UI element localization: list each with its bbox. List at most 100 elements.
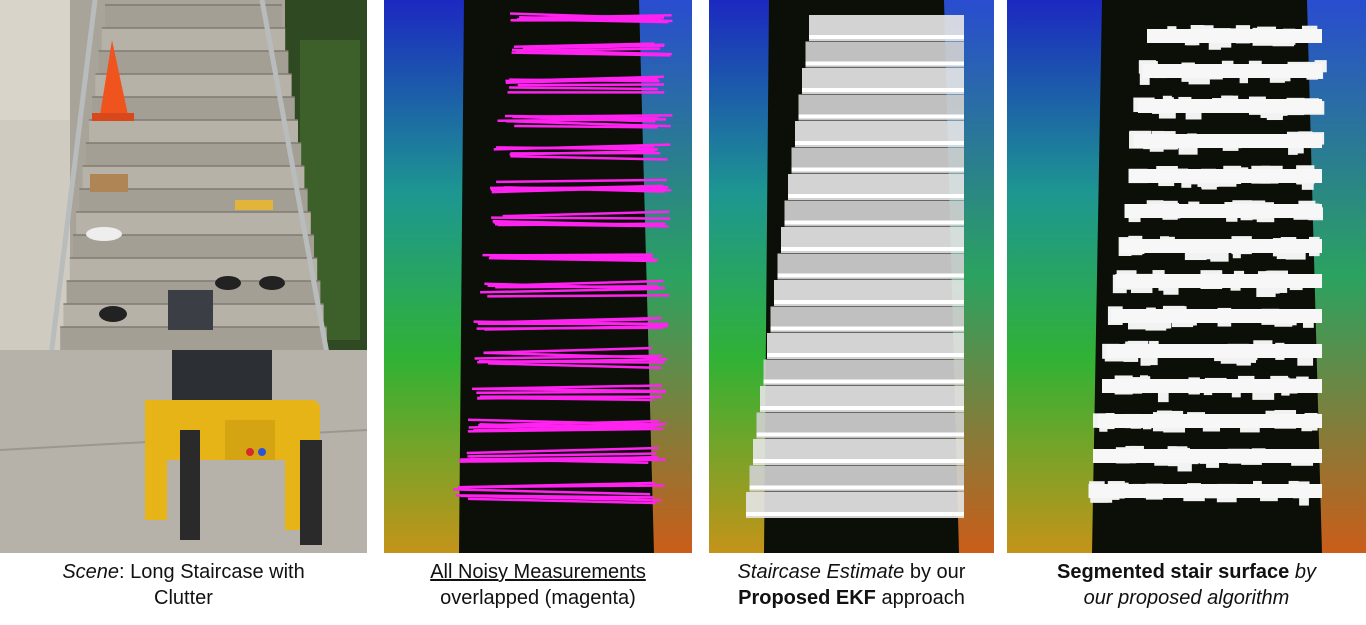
noisy-measurement-line	[468, 418, 662, 426]
noisy-measurement-line	[483, 351, 658, 359]
estimated-step-edge	[777, 273, 964, 278]
estimated-step-edge	[802, 88, 964, 92]
caption-noisy: All Noisy Measurements overlapped (magen…	[384, 559, 692, 619]
caption-segmented-line2: our proposed algorithm	[1083, 587, 1290, 609]
scene-illustration	[0, 0, 367, 553]
segmented-tread	[1093, 449, 1322, 463]
segmented-tread	[1102, 379, 1322, 393]
segmented-tread	[1129, 169, 1322, 183]
caption-segmented: Segmented stair surface by our proposed …	[1007, 559, 1366, 619]
stair-step	[92, 97, 295, 120]
stair-step	[82, 166, 305, 189]
noisy-measurement-line	[476, 387, 666, 393]
noisy-measurement-line	[491, 216, 671, 220]
noisy-measurement-line	[517, 83, 664, 87]
segmented-tread	[1115, 274, 1322, 288]
caption-ekf: Staircase Estimate by our Proposed EKF a…	[700, 559, 1003, 619]
noisy-measurement-line	[455, 494, 654, 499]
caption-ekf-bold: Proposed EKF	[738, 587, 876, 609]
segmented-surface-pointcloud	[1007, 0, 1366, 553]
caption-segmented-bold: Segmented stair surface	[1056, 561, 1290, 583]
stair-step	[89, 120, 298, 143]
stair-step	[69, 258, 318, 281]
noisy-measurement-line	[494, 223, 653, 228]
noisy-pointcloud-illustration	[384, 0, 692, 553]
noisy-measurement-line	[470, 457, 649, 465]
noisy-measurement-line	[487, 294, 670, 298]
segmented-tread	[1147, 29, 1322, 43]
noisy-measurement-line	[522, 44, 665, 50]
ekf-pointcloud-illustration	[709, 0, 994, 553]
caption-scene: Scene: Long Staircase with Clutter	[0, 559, 367, 619]
estimated-step-edge	[770, 326, 964, 331]
caption-noisy-underlined: All Noisy Measurements	[430, 561, 646, 583]
estimated-step-edge	[763, 379, 964, 384]
noisy-measurement-line	[467, 452, 657, 458]
estimated-step-edge	[795, 141, 964, 145]
segmented-tread	[1097, 414, 1322, 428]
estimated-step-edge	[746, 512, 964, 516]
stair-step	[60, 327, 327, 350]
segmented-tread	[1124, 204, 1322, 218]
estimated-step-edge	[749, 485, 964, 490]
stair-step	[101, 28, 286, 51]
stair-step	[98, 51, 289, 74]
noisy-measurement-line	[480, 287, 657, 294]
caption-scene-line2: Clutter	[154, 587, 213, 609]
caption-ekf-rest2: approach	[875, 587, 965, 609]
estimated-step-edge	[784, 220, 964, 225]
noisy-measurement-line	[505, 119, 671, 128]
noisy-measurement-line	[509, 12, 656, 20]
stair-step	[73, 235, 314, 258]
noisy-measurement-line	[497, 118, 667, 123]
estimated-step-edge	[760, 406, 964, 410]
caption-scene-rest: : Long Staircase with	[119, 561, 305, 583]
noisy-measurement-line	[509, 149, 656, 156]
noisy-measurement-line	[457, 484, 665, 489]
segmented-tread	[1120, 239, 1322, 253]
segmented-tread	[1142, 64, 1322, 78]
noisy-measurement-line	[511, 51, 671, 57]
estimated-step-edge	[788, 194, 964, 198]
segmented-tread	[1106, 344, 1322, 358]
segmented-pointcloud-illustration	[1007, 0, 1366, 553]
caption-scene-em: Scene	[62, 561, 120, 583]
stair-step	[85, 143, 302, 166]
caption-noisy-line2: overlapped (magenta)	[440, 587, 636, 609]
noisy-measurement-line	[503, 186, 665, 193]
noisy-measurement-line	[502, 210, 670, 218]
noisy-measurement-line	[473, 424, 658, 432]
segmented-tread	[1088, 484, 1322, 498]
noisy-measurement-line	[505, 77, 659, 84]
estimated-step-edge	[781, 247, 964, 251]
estimated-step-edge	[805, 61, 964, 66]
noisy-measurement-line	[509, 86, 658, 91]
caption-ekf-em: Staircase Estimate	[737, 561, 905, 583]
noisy-measurement-line	[466, 446, 659, 455]
estimated-step-edge	[809, 35, 964, 39]
estimated-step-edge	[774, 300, 964, 304]
noisy-measurement-line	[493, 143, 671, 151]
noisy-measurement-line	[488, 256, 656, 263]
segmented-tread	[1133, 134, 1322, 148]
noisy-measurement-line	[453, 488, 651, 496]
stair-step	[76, 212, 311, 235]
segmented-tread	[1138, 99, 1322, 113]
noisy-measurement-line	[495, 284, 659, 289]
estimated-step-edge	[767, 353, 964, 357]
noisy-measurement-line	[511, 48, 672, 56]
estimated-step-edge	[756, 432, 964, 437]
estimated-step-edge	[753, 459, 964, 463]
estimated-step-edge	[791, 167, 964, 172]
noisy-measurement-line	[477, 316, 662, 324]
noisy-measurement-line	[467, 497, 656, 505]
stair-step	[79, 189, 308, 212]
caption-segmented-em: by	[1289, 561, 1316, 583]
segmented-tread	[1111, 309, 1322, 323]
noisy-measurement-line	[496, 178, 667, 184]
estimated-step-edge	[798, 114, 964, 119]
noisy-measurement-line	[516, 114, 673, 118]
noisy-measurements-pointcloud	[384, 0, 692, 553]
scene-photo	[0, 0, 367, 553]
noisy-measurement-line	[510, 154, 668, 161]
